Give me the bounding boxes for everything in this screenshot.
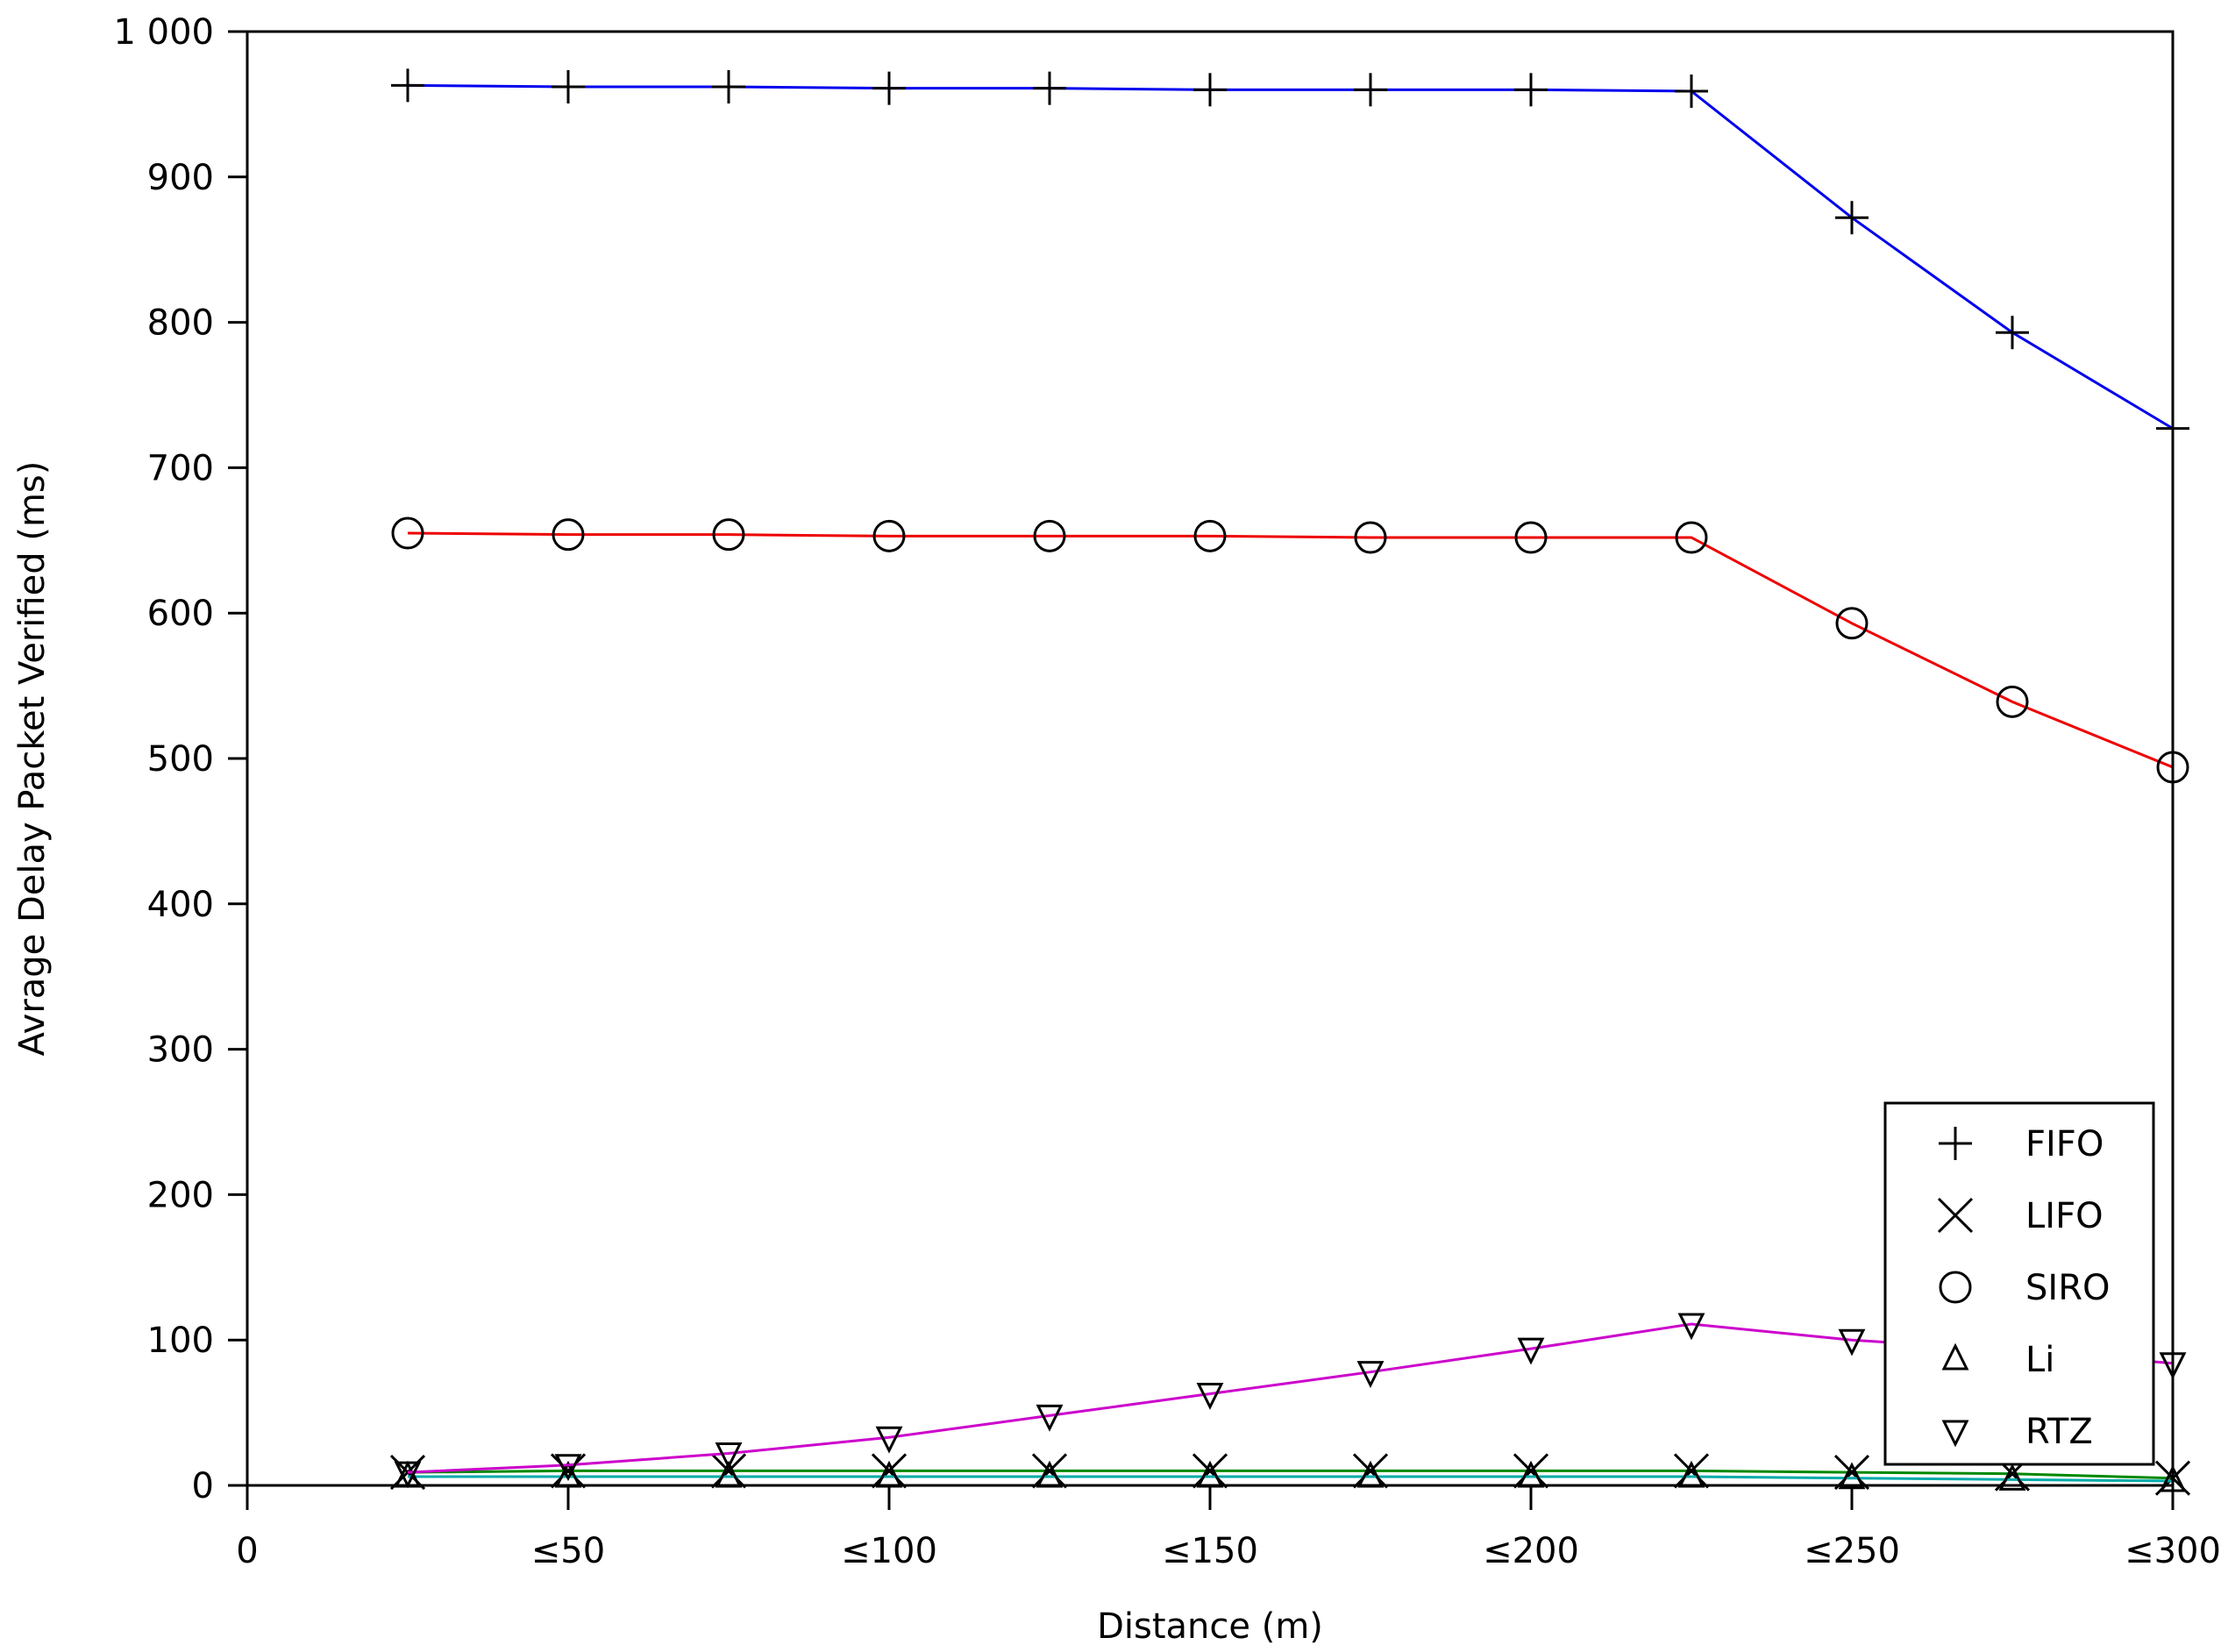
data-point-lifo [1673, 1453, 1710, 1489]
data-point-siro [1514, 521, 1548, 554]
data-point-fifo [712, 70, 745, 104]
series-line-lifo [407, 1469, 2174, 1480]
y-axis: 0 100 200 300 400 500 600 700 800 900 1 000 [113, 12, 247, 1506]
series-line-siro [407, 531, 2174, 769]
legend-label: RTZ [2025, 1412, 2093, 1452]
data-point-fifo [1675, 74, 1708, 108]
legend-label: Li [2025, 1340, 2054, 1380]
data-point-fifo [1514, 73, 1548, 107]
data-point-rtz [1838, 1328, 1866, 1356]
legend-label: FIFO [2025, 1124, 2104, 1164]
x-tick-label: ≤200 [1483, 1531, 1579, 1571]
data-point-li [1677, 1460, 1705, 1488]
legend-marker-fifo [1939, 1127, 1972, 1160]
x-axis: 0 ≤50 ≤100 ≤150 ≤200 ≤250 ≤300 [236, 1485, 2221, 1571]
data-point-lifo [1031, 1453, 1068, 1489]
data-point-fifo [552, 70, 585, 104]
y-tick-label: 600 [147, 594, 214, 634]
data-point-siro [391, 516, 424, 550]
x-tick-label: ≤50 [531, 1531, 605, 1571]
data-point-lifo [710, 1453, 747, 1489]
x-tick-label: ≤300 [2125, 1531, 2221, 1571]
data-point-li [1356, 1460, 1385, 1488]
data-point-li [1517, 1460, 1545, 1488]
legend-box [1883, 1101, 2155, 1466]
legend-label: LIFO [2025, 1196, 2104, 1236]
data-point-rtz [715, 1442, 743, 1470]
y-tick-label: 500 [147, 739, 214, 780]
series-line-fifo [407, 83, 2174, 430]
data-point-fifo [872, 71, 906, 105]
data-point-rtz [1356, 1361, 1385, 1389]
data-point-lifo [1513, 1453, 1549, 1489]
x-tick-label: 0 [236, 1531, 258, 1571]
data-point-siro [1033, 519, 1066, 552]
data-point-rtz [1196, 1383, 1224, 1410]
data-point-li [554, 1460, 582, 1488]
data-point-siro [1675, 521, 1708, 554]
data-point-fifo [1354, 73, 1387, 107]
y-tick-label: 1 000 [113, 12, 214, 53]
data-point-li [1036, 1460, 1064, 1488]
data-point-siro [1193, 519, 1227, 552]
data-point-rtz [1677, 1313, 1705, 1341]
legend-marker-rtz [1941, 1420, 1969, 1448]
data-point-lifo [550, 1453, 587, 1489]
data-point-siro [1835, 607, 1869, 640]
y-tick-label: 900 [147, 158, 214, 198]
legend-marker-li [1941, 1342, 1969, 1371]
data-point-siro [1996, 685, 2029, 718]
data-point-siro [712, 518, 745, 552]
y-tick-label: 200 [147, 1175, 214, 1215]
y-tick-label: 0 [192, 1466, 214, 1506]
data-point-li [875, 1460, 903, 1488]
data-point-rtz [1036, 1404, 1064, 1432]
data-point-rtz [875, 1426, 903, 1454]
data-point-lifo [1352, 1453, 1389, 1489]
legend: FIFO LIFO SIRO Li RTZ [1883, 1101, 2155, 1466]
data-point-fifo [1835, 201, 1869, 235]
data-point-lifo [871, 1453, 908, 1489]
data-point-fifo [1193, 73, 1227, 107]
data-point-fifo [1996, 316, 2029, 350]
legend-label: SIRO [2025, 1268, 2110, 1308]
data-point-rtz [1517, 1337, 1545, 1365]
y-tick-label: 700 [147, 448, 214, 488]
series-fifo [391, 68, 2189, 445]
data-point-rtz [394, 1461, 422, 1489]
y-tick-label: 800 [147, 303, 214, 344]
data-point-lifo [1192, 1453, 1228, 1489]
legend-marker-lifo [1937, 1197, 1974, 1234]
series-line-li [408, 1475, 2174, 1483]
data-point-fifo [1033, 71, 1066, 105]
data-point-rtz [554, 1454, 582, 1482]
data-point-siro [1354, 521, 1387, 554]
legend-marker-siro [1939, 1271, 1972, 1304]
y-tick-label: 300 [147, 1030, 214, 1071]
y-tick-label: 100 [147, 1321, 214, 1361]
y-axis-title: Avrage Delay Packet Verified (ms) [12, 461, 53, 1057]
series-siro [391, 516, 2189, 784]
data-point-li [1196, 1460, 1224, 1488]
x-tick-label: ≤250 [1804, 1531, 1900, 1571]
x-axis-title: Distance (m) [1097, 1606, 1323, 1647]
series-line-rtz [407, 1322, 2174, 1474]
data-point-siro [872, 519, 906, 552]
x-tick-label: ≤150 [1162, 1531, 1258, 1571]
data-point-lifo [1833, 1455, 1870, 1491]
data-point-siro [552, 518, 585, 552]
data-point-fifo [391, 68, 424, 103]
y-tick-label: 400 [147, 885, 214, 925]
data-point-li [1998, 1463, 2026, 1491]
x-tick-label: ≤100 [841, 1531, 937, 1571]
